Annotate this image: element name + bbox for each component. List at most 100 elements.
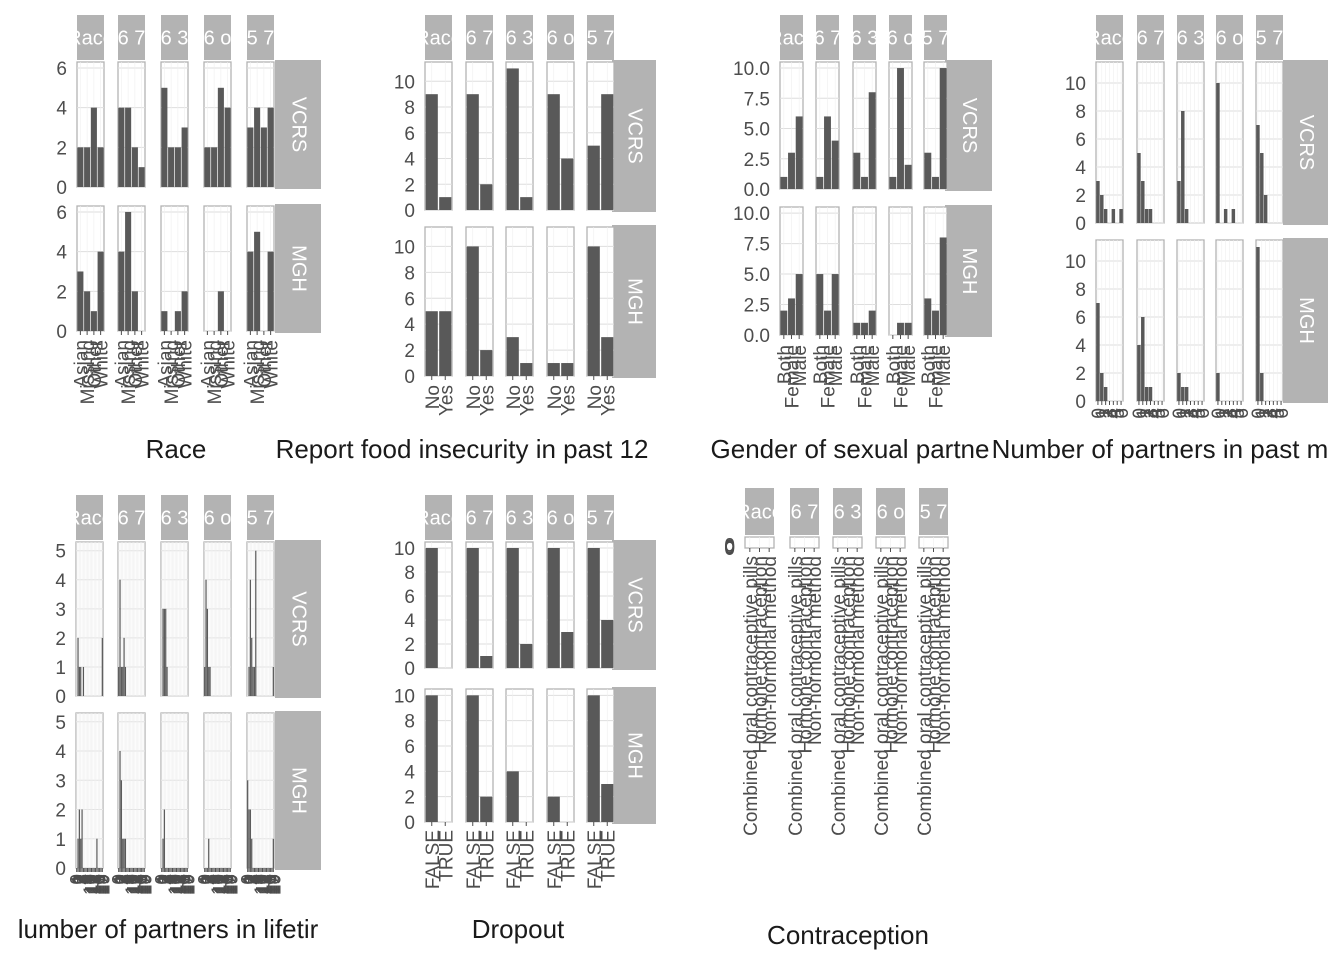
x-tick-label: No: [545, 385, 566, 409]
x-tick-label: 12: [212, 874, 233, 895]
facet-strip-label: 6 o: [547, 508, 575, 530]
y-tick-label: 10: [394, 539, 415, 560]
facet-strip-label: 6 o: [204, 508, 232, 530]
x-tick-label: Yes: [558, 385, 579, 416]
bar: [939, 68, 947, 189]
x-tick-label: 2: [1178, 408, 1199, 419]
x-tick-label: 8: [78, 874, 99, 885]
y-tick-label: 4: [404, 762, 415, 783]
x-tick-label: 14: [215, 874, 236, 896]
y-tick-label: 6: [404, 124, 415, 145]
x-tick-label: Hormone contraception: [751, 556, 772, 754]
x-tick-label: 3: [72, 874, 93, 885]
x-tick-label: 6: [1272, 408, 1293, 419]
y-tick-label: 2: [55, 629, 66, 650]
x-tick-label: 4: [244, 874, 265, 885]
bar: [788, 298, 795, 335]
bar: [480, 656, 493, 668]
x-tick-label: 6: [118, 874, 139, 885]
bar: [831, 274, 839, 335]
bar: [208, 838, 210, 868]
x-tick-label: 7: [162, 874, 183, 885]
x-tick-label: 11: [125, 874, 146, 894]
y-tick-label: 0: [724, 536, 735, 557]
bar: [1263, 195, 1268, 223]
facet-strip-top: [853, 15, 876, 60]
x-axis-title: Number of partners in past m: [992, 434, 1329, 464]
facet-strip-top: [587, 495, 614, 540]
x-tick-label: 13: [85, 874, 106, 895]
facet-strip-top: [506, 495, 533, 540]
x-tick-label: 15: [173, 874, 194, 895]
x-tick-label: 0: [1089, 408, 1110, 419]
bar: [1144, 387, 1149, 401]
y-tick-label: 4: [1075, 158, 1086, 179]
bar: [163, 608, 165, 696]
x-tick-label: 15: [130, 874, 151, 895]
x-tick-label: 4: [1185, 408, 1206, 419]
x-tick-label: FALSE: [464, 830, 485, 889]
bar: [861, 322, 868, 335]
bar: [439, 311, 452, 376]
facet-strip-label: 6 3: [834, 502, 862, 524]
x-axis-title: lumber of partners in lifetir: [18, 914, 319, 944]
bar: [1141, 181, 1145, 223]
x-tick-label: 6: [247, 874, 268, 885]
x-tick-label: 2: [155, 874, 176, 885]
x-tick-label: 12: [169, 874, 190, 895]
x-tick-label: 14: [87, 874, 108, 896]
facet-strip-top: [161, 15, 188, 60]
x-tick-label: 4: [201, 874, 222, 885]
bar: [174, 147, 181, 187]
bar: [466, 246, 479, 376]
x-tick-label: FALSE: [585, 830, 606, 889]
bar: [120, 666, 122, 696]
bar: [181, 127, 188, 187]
bar: [122, 666, 124, 696]
y-tick-label: 0: [55, 859, 66, 880]
facet-strip-top: [780, 15, 803, 60]
x-tick-label: TRUE: [598, 830, 619, 882]
bar: [267, 107, 274, 187]
facet-strip-label: 6 3: [506, 28, 534, 50]
y-tick-label: 6: [404, 289, 415, 310]
y-tick-label: 7.5: [744, 235, 770, 256]
y-tick-label: 3: [55, 600, 66, 621]
bar: [824, 310, 831, 335]
x-tick-label: TRUE: [517, 830, 538, 882]
x-tick-label: 0: [153, 874, 174, 885]
x-tick-label: 14: [258, 874, 279, 896]
facet-row-label: VCRS: [1295, 115, 1317, 171]
bar: [601, 94, 614, 210]
x-tick-label: No: [504, 385, 525, 409]
facet-strip-label: 6 3: [506, 508, 534, 530]
x-tick-label: 7: [77, 874, 98, 885]
bar: [1144, 209, 1149, 223]
bar: [118, 107, 125, 187]
x-tick-label: 17: [91, 874, 112, 895]
bar: [506, 771, 519, 822]
facet-strip-label: 5 7: [247, 508, 275, 530]
x-tick-label: 4: [1104, 408, 1125, 419]
y-tick-label: 4: [404, 611, 415, 632]
bar: [1137, 153, 1141, 223]
x-tick-label: White: [219, 340, 240, 389]
x-tick-label: Both: [848, 345, 869, 384]
bar: [122, 838, 124, 868]
x-tick-label: 6: [204, 874, 225, 885]
y-tick-label: 4: [1075, 336, 1086, 357]
bar: [1256, 247, 1260, 401]
facet-row-label: VCRS: [624, 577, 646, 633]
y-tick-label: 2.5: [744, 150, 770, 171]
y-tick-label: 8: [404, 98, 415, 119]
x-tick-label: 9: [122, 874, 143, 885]
x-tick-label: 11: [211, 874, 232, 894]
bar: [425, 548, 438, 668]
facet-strip-top: [745, 488, 774, 535]
x-tick-label: Hormone contraception: [839, 556, 860, 754]
x-tick-label: 1: [1213, 408, 1234, 419]
x-tick-label: 17: [219, 874, 240, 895]
y-tick-label: 3: [55, 771, 66, 792]
bar: [547, 94, 560, 210]
x-tick-label: 4: [73, 874, 94, 885]
